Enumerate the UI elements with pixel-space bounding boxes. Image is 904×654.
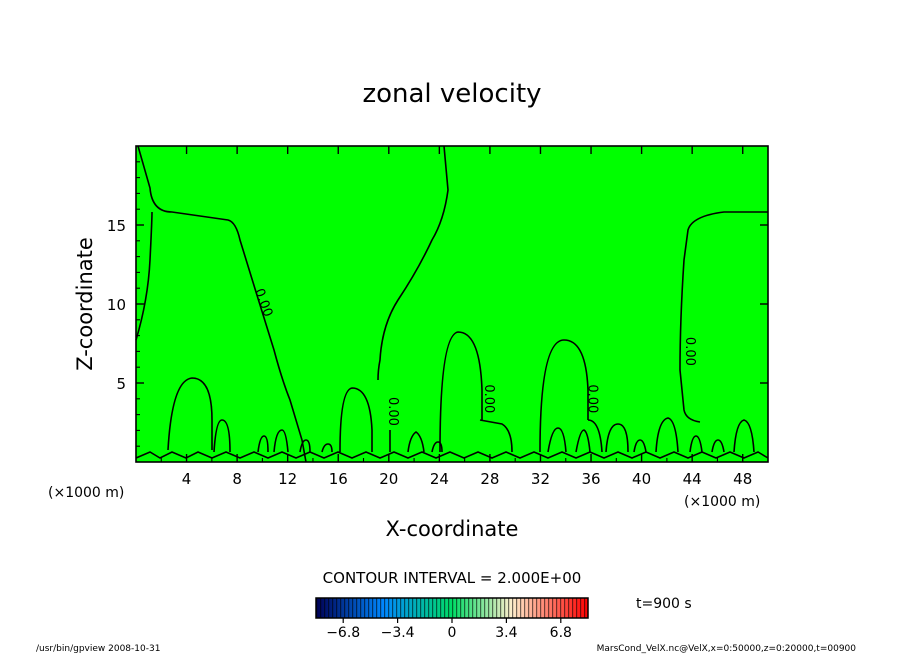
colorbar-tick-label: −6.8 xyxy=(326,625,360,641)
x-tick-label: 12 xyxy=(278,470,297,488)
bump-x16 xyxy=(339,387,373,453)
bump-x4 xyxy=(167,377,213,451)
colorbar-tick-label: 3.4 xyxy=(495,625,517,641)
plot-area xyxy=(136,146,768,462)
x-unit-left: (×1000 m) xyxy=(48,485,124,501)
x-tick-label: 16 xyxy=(329,470,348,488)
x-axis-label: X-coordinate xyxy=(386,517,519,541)
footer-right: MarsCond_VelX.nc@VelX,x=0:50000,z=0:2000… xyxy=(597,644,857,654)
x-tick-label: 44 xyxy=(683,470,702,488)
contour-right-boundary xyxy=(679,211,768,423)
y-tick-label: 10 xyxy=(107,296,126,314)
contour-lines xyxy=(135,145,769,463)
colorbar: −6.8 −3.4 0 3.4 6.8 xyxy=(315,597,589,641)
footer-left: /usr/bin/gpview 2008-10-31 xyxy=(36,644,160,654)
contour-center-left xyxy=(377,145,449,381)
x-tick-label: 4 xyxy=(182,470,192,488)
bump-x26 xyxy=(439,331,483,453)
contour-left-boundary xyxy=(137,145,307,463)
colorbar-stripes xyxy=(316,598,588,618)
y-tick-label: 5 xyxy=(116,375,126,393)
contour-label: 0.00 xyxy=(481,384,496,413)
bump-x37 xyxy=(587,419,603,453)
y-axis: 5 10 15 xyxy=(107,161,768,447)
x-tick-label: 48 xyxy=(733,470,752,488)
x-tick-label: 24 xyxy=(430,470,449,488)
chart-title: zonal velocity xyxy=(362,79,541,109)
colorbar-tick-label: 0 xyxy=(448,625,457,641)
x-tick-label: 36 xyxy=(581,470,600,488)
y-axis-label: Z-coordinate xyxy=(73,237,97,371)
contour-label: 0.00 xyxy=(682,337,697,366)
contour-label: 0.00 xyxy=(585,384,600,413)
small-bumps xyxy=(213,417,755,453)
x-axis: 4 8 12 16 20 24 28 32 36 40 44 48 xyxy=(160,146,752,488)
x-unit-right: (×1000 m) xyxy=(684,494,760,510)
x-tick-label: 20 xyxy=(379,470,398,488)
bump-x33 xyxy=(539,339,589,453)
contour-label: 0.00 xyxy=(385,397,400,426)
colorbar-tick-label: −3.4 xyxy=(381,625,415,641)
colorbar-ticks: −6.8 −3.4 0 3.4 6.8 xyxy=(326,618,572,641)
surface-contour xyxy=(135,451,769,459)
x-tick-label: 8 xyxy=(232,470,242,488)
colorbar-tick-label: 6.8 xyxy=(550,625,572,641)
bump-x28 xyxy=(479,419,513,453)
x-tick-label: 40 xyxy=(632,470,651,488)
x-tick-label: 28 xyxy=(480,470,499,488)
x-tick-label: 32 xyxy=(531,470,550,488)
contour-left-edge xyxy=(135,211,153,341)
y-tick-label: 15 xyxy=(107,217,126,235)
contour-interval: CONTOUR INTERVAL = 2.000E+00 xyxy=(323,569,582,587)
time-label: t=900 s xyxy=(636,596,692,612)
